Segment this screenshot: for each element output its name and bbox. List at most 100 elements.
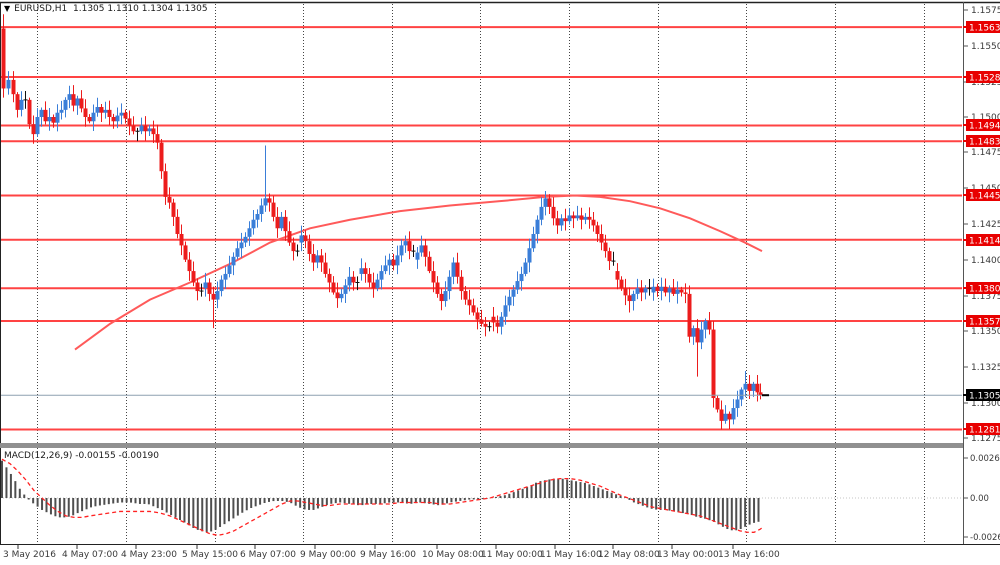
candle-body	[207, 282, 212, 294]
candle	[575, 205, 580, 221]
candle	[43, 101, 48, 125]
candle	[623, 278, 628, 306]
candle	[475, 307, 480, 330]
price-level-badge: 1.1494	[963, 119, 1000, 132]
candle-body	[55, 112, 60, 123]
candle	[271, 195, 276, 222]
candle	[247, 221, 252, 246]
candles	[1, 14, 763, 430]
candle	[383, 255, 388, 275]
candle	[467, 289, 472, 315]
badge-text: 1.1445	[969, 192, 1000, 202]
candle	[139, 117, 144, 135]
candle-body	[451, 262, 456, 277]
candle-body	[191, 271, 196, 283]
candle-body	[607, 251, 612, 262]
candle-body	[699, 329, 704, 343]
candle-body	[727, 413, 732, 420]
candle	[719, 400, 724, 430]
candle-body	[431, 271, 436, 283]
candle	[507, 289, 512, 312]
candle-body	[475, 312, 480, 320]
candle	[423, 239, 428, 267]
candle-body	[267, 198, 272, 203]
candle	[463, 286, 468, 305]
candle	[583, 213, 588, 225]
price-tick-label: 1.1575	[971, 6, 1000, 16]
candle-body	[547, 198, 552, 207]
candle-body	[259, 205, 264, 215]
chart-symbol-header[interactable]: ▼ EURUSD,H1 1.1305 1.1310 1.1304 1.1305	[4, 4, 208, 14]
candle-body	[255, 214, 260, 220]
candle	[667, 285, 672, 303]
candle	[611, 251, 616, 266]
badge-box	[966, 423, 1000, 435]
candle	[535, 215, 540, 244]
candle	[639, 280, 644, 302]
candle-body	[147, 128, 152, 132]
candle-body	[499, 316, 504, 327]
candle-body	[655, 286, 660, 292]
candle-body	[279, 216, 284, 229]
candle	[663, 278, 668, 297]
price-level-badge: 1.1414	[963, 234, 1000, 247]
candle-body	[131, 125, 136, 132]
time-tick-label: 11 May 16:00	[540, 550, 602, 560]
candle	[259, 198, 264, 222]
candle-body	[407, 241, 412, 252]
price-level-badge: 1.1483	[963, 135, 1000, 148]
badge-box	[966, 389, 1000, 401]
price-tick-label: 1.1375	[971, 292, 1000, 302]
candle	[635, 278, 640, 300]
symbol-dropdown-icon[interactable]: ▼	[4, 4, 11, 13]
candle	[407, 231, 412, 260]
candle	[171, 198, 176, 226]
candle-body	[127, 118, 132, 126]
macd-tick-label: -0.00267	[970, 533, 1000, 543]
candle-body	[47, 117, 52, 122]
time-tick-label: 9 May 00:00	[300, 550, 356, 560]
badge-text: 1.1494	[969, 122, 1000, 132]
candle	[515, 271, 520, 294]
candle	[699, 321, 704, 350]
candle-body	[758, 392, 763, 396]
candle	[755, 375, 760, 402]
candle-body	[155, 134, 160, 143]
candle	[151, 120, 156, 143]
candle-body	[203, 282, 208, 289]
candle	[555, 210, 560, 234]
candle	[231, 252, 236, 276]
candle-body	[323, 262, 328, 274]
candle	[743, 370, 748, 398]
candle	[303, 230, 308, 249]
badge-text: 1.1357	[969, 318, 1000, 328]
candle-body	[271, 202, 276, 217]
candle	[143, 116, 148, 141]
candle	[427, 251, 432, 274]
candle	[711, 321, 716, 408]
badge-text: 1.1528	[969, 74, 1000, 84]
candle	[327, 268, 332, 293]
candle-body	[219, 279, 224, 292]
pane-divider[interactable]	[0, 443, 963, 448]
moving-average-line	[74, 194, 763, 351]
candle-body	[495, 322, 500, 327]
candle	[731, 399, 736, 425]
candle	[99, 103, 104, 122]
candle-body	[175, 216, 180, 234]
candle-body	[107, 109, 112, 117]
candle	[727, 411, 732, 430]
time-tick-label: 6 May 07:00	[240, 550, 296, 560]
candle	[367, 267, 372, 288]
macd-signal-line	[1, 458, 765, 536]
candle-body	[19, 99, 24, 110]
candle	[83, 99, 88, 127]
candle	[55, 104, 60, 132]
candle-body	[559, 218, 564, 226]
candle-body	[467, 299, 472, 306]
candle	[683, 283, 688, 304]
time-tick-label: 4 May 23:00	[121, 550, 177, 560]
candle-body	[67, 94, 72, 100]
quote-ohlc: 1.1305 1.1310 1.1304 1.1305	[73, 4, 208, 14]
